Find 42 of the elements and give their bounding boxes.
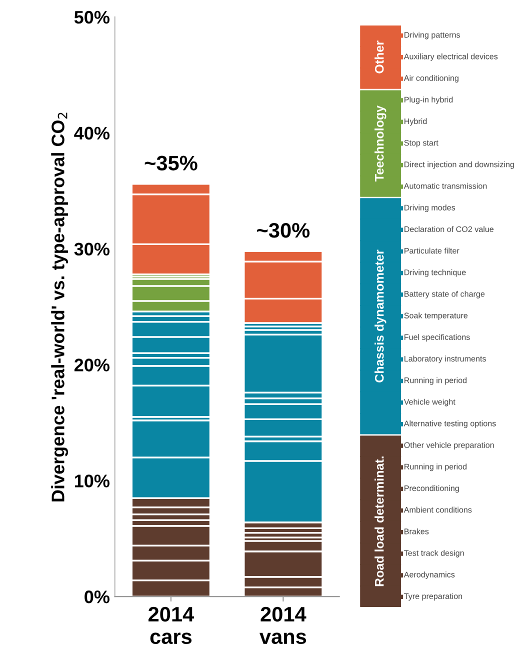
- legend-label: Particulate filter: [404, 248, 460, 254]
- y-tick-label: 10%: [74, 474, 110, 488]
- legend-label: Air conditioning: [404, 74, 458, 82]
- legend-label: Driving patterns: [404, 32, 460, 40]
- legend-label: Automatic transmission: [404, 182, 487, 189]
- legend-label: Preconditioning: [404, 485, 459, 493]
- legend-label: Direct injection and downsizing: [404, 161, 514, 169]
- y-tick-label: 20%: [74, 358, 110, 372]
- legend-label: Vehicle weight: [404, 398, 456, 406]
- legend-label: Hybrid: [404, 118, 427, 126]
- legend-label: Aerodynamics: [404, 572, 455, 580]
- text: Chassis dynamometer: [374, 250, 386, 382]
- legend-label: Running in period: [404, 464, 466, 472]
- y-tick-label: 0%: [84, 590, 110, 604]
- legend-label: Plug-in hybrid: [404, 96, 453, 104]
- legend-label: Driving modes: [404, 204, 456, 212]
- legend-label: Ambient conditions: [404, 506, 472, 513]
- legend-label: Stop start: [404, 140, 438, 148]
- y-tick-label: 50%: [74, 10, 110, 24]
- y-tick-label: 30%: [74, 242, 110, 256]
- x-tick-label: 2014 cars: [148, 606, 194, 644]
- text: Teechnology: [374, 105, 386, 182]
- text: Road load determinat.: [374, 456, 384, 586]
- legend-label: Running in period: [404, 377, 466, 385]
- legend-label: Battery state of charge: [404, 290, 485, 298]
- legend-label: Brakes: [404, 528, 429, 534]
- y-axis-title: Divergence 'real-world' vs. type-approval CO$_{2}$: [51, 112, 68, 502]
- total-label: ~30%: [257, 222, 310, 238]
- legend-label: Driving technique: [404, 269, 466, 277]
- legend-label: Test track design: [404, 550, 464, 558]
- legend-label: Tyre preparation: [404, 593, 462, 601]
- legend-label: Fuel specifications: [404, 334, 470, 342]
- y-tick-label: 40%: [74, 126, 110, 140]
- text: Other: [374, 40, 384, 74]
- total-label: ~35%: [144, 156, 198, 171]
- legend-label: Auxiliary electrical devices: [404, 53, 498, 61]
- legend-label: Declaration of CO2 value: [404, 226, 494, 232]
- x-tick-label: 2014 vans: [260, 606, 306, 644]
- legend-label: Soak temperature: [404, 312, 468, 320]
- legend-label: Alternative testing options: [404, 420, 496, 428]
- legend-label: Laboratory instruments: [404, 356, 486, 364]
- legend-label: Other vehicle preparation: [404, 442, 494, 450]
